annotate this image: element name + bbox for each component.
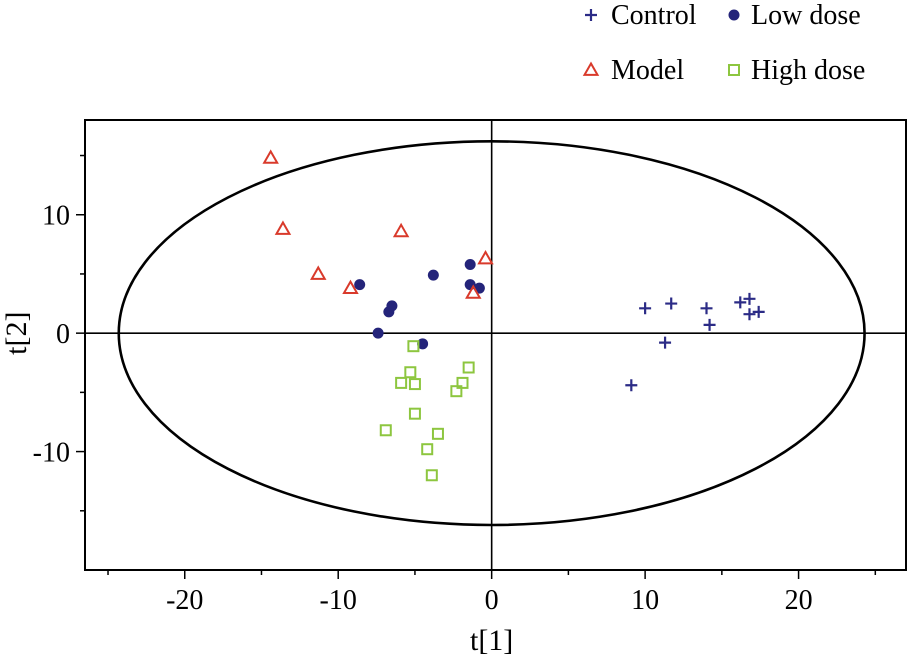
low-dose-point (354, 279, 366, 291)
x-tick-label: -10 (320, 585, 357, 616)
x-tick-label: 0 (485, 585, 499, 616)
legend-model-marker (582, 61, 600, 76)
x-axis-label: t[1] (470, 624, 513, 657)
high-dose-point (431, 427, 444, 440)
control-point (659, 336, 672, 349)
x-tick-label: 20 (785, 585, 813, 616)
control-point (639, 302, 652, 315)
y-tick-label: -10 (33, 438, 70, 469)
legend-control-marker (585, 9, 597, 21)
y-tick-label: 10 (42, 201, 70, 232)
control-point (752, 305, 765, 318)
model-point (392, 222, 410, 238)
high-dose-point (462, 361, 475, 374)
confidence-ellipse (117, 140, 866, 527)
control-point (700, 302, 713, 315)
y-axis-label: t[2] (0, 311, 33, 354)
x-tick-label: -20 (166, 585, 203, 616)
low-dose-point (386, 300, 398, 312)
control-point (665, 297, 678, 310)
model-point (342, 279, 359, 295)
high-dose-point (408, 407, 421, 420)
legend-control-label: Control (611, 0, 697, 31)
x-tick-label: 10 (631, 585, 659, 616)
legend-low-dose-label: Low dose (751, 0, 861, 31)
low-dose-point (464, 258, 476, 270)
control-point (743, 292, 756, 305)
high-dose-point (404, 366, 417, 379)
low-dose-point (372, 327, 384, 339)
legend-high-dose-marker (728, 64, 740, 76)
model-point (262, 149, 279, 164)
control-point (743, 308, 756, 321)
high-dose-point (408, 378, 421, 391)
legend: Control Low dose Model High dose (582, 0, 865, 86)
legend-low-dose-marker (728, 9, 740, 21)
legend-model-label: Model (611, 55, 684, 86)
model-point (274, 220, 292, 235)
plot-frame (84, 119, 907, 571)
high-dose-point (450, 385, 463, 398)
control-point (703, 318, 716, 331)
control-point (734, 296, 747, 309)
high-dose-point (395, 376, 408, 389)
model-point (465, 284, 482, 299)
data-points (262, 149, 765, 482)
high-dose-point (456, 376, 469, 389)
low-dose-point (417, 338, 429, 350)
high-dose-point (421, 443, 434, 456)
legend-high-dose-label: High dose (751, 55, 865, 86)
high-dose-point (407, 340, 420, 353)
control-point (625, 379, 638, 392)
model-point (477, 250, 494, 265)
high-dose-point (425, 469, 438, 482)
y-tick-label: 0 (56, 319, 70, 350)
low-dose-point (427, 269, 439, 281)
high-dose-point (379, 424, 392, 437)
axes: -20 -10 0 10 20 -10 0 10 t[1] t[2] (0, 119, 907, 657)
model-point (310, 265, 327, 280)
